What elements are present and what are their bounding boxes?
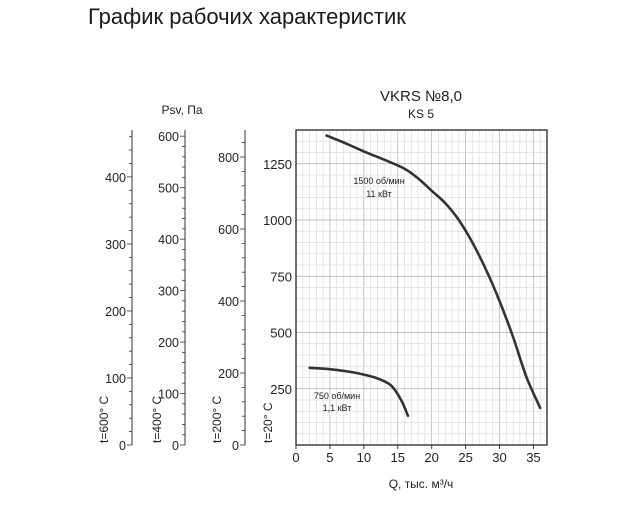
y-tick-label: 750 bbox=[270, 269, 292, 284]
page-title: График рабочих характеристик bbox=[88, 4, 406, 29]
y-axis-label: Psv, Па bbox=[161, 103, 202, 117]
y-tick-label: 250 bbox=[270, 382, 292, 397]
temp-tick-label: 100 bbox=[158, 388, 179, 402]
axes: 0 5 10 15 20 25 30 35 250 500 750 1000 1250 bbox=[263, 157, 541, 465]
plot-frame bbox=[295, 129, 548, 446]
y-tick-label: 500 bbox=[270, 326, 292, 341]
y-tick-label: 1250 bbox=[263, 157, 292, 172]
chart-subtitle: KS 5 bbox=[408, 107, 434, 121]
x-tick-label: 15 bbox=[391, 450, 405, 465]
temp-tick-label: 300 bbox=[105, 238, 126, 252]
temp-tick-label: 400 bbox=[218, 295, 239, 309]
temp-tick-label: 300 bbox=[158, 285, 179, 299]
x-tick-label: 5 bbox=[326, 450, 333, 465]
curves bbox=[308, 134, 542, 418]
series-1500-power: 11 кВт bbox=[366, 189, 392, 199]
x-tick-label: 0 bbox=[292, 450, 299, 465]
temp-tick-label: 200 bbox=[105, 305, 126, 319]
temp-tick-label: 0 bbox=[119, 439, 126, 453]
series-line-0 bbox=[325, 134, 542, 410]
x-tick-label: 25 bbox=[458, 450, 472, 465]
temp-axis-label: t=20° C bbox=[261, 402, 275, 443]
temp-axis-label: t=400° C bbox=[150, 396, 164, 443]
temp-tick-label: 800 bbox=[218, 151, 239, 165]
temp-tick-label: 400 bbox=[158, 233, 179, 247]
series-line-1 bbox=[308, 366, 410, 418]
temp-tick-label: 500 bbox=[158, 182, 179, 196]
series-750-label: 750 об/мин bbox=[314, 391, 360, 401]
temp-tick-label: 0 bbox=[172, 439, 179, 453]
temp-tick-label: 600 bbox=[218, 223, 239, 237]
series-1500-label: 1500 об/мин bbox=[353, 176, 404, 186]
x-tick-label: 10 bbox=[357, 450, 371, 465]
x-tick-label: 30 bbox=[492, 450, 506, 465]
series-750-power: 1,1 кВт bbox=[323, 403, 352, 413]
x-tick-label: 35 bbox=[526, 450, 540, 465]
y-tick-label: 1000 bbox=[263, 213, 292, 228]
temperature-scales: 0 100 200 300 400 t=600° C 0 100 200 300 400 500 600… bbox=[97, 130, 275, 453]
temp-tick-label: 400 bbox=[105, 171, 126, 185]
x-axis-label: Q, тыс. м³/ч bbox=[389, 477, 454, 491]
temp-tick-label: 200 bbox=[218, 367, 239, 381]
x-tick-label: 20 bbox=[424, 450, 438, 465]
temp-tick-label: 600 bbox=[158, 130, 179, 144]
temp-tick-label: 200 bbox=[158, 336, 179, 350]
temp-tick-label: 100 bbox=[105, 372, 126, 386]
temp-tick-label: 0 bbox=[232, 439, 239, 453]
temp-axis-label: t=200° C bbox=[210, 396, 224, 443]
chart-title: VKRS №8,0 bbox=[380, 88, 462, 105]
temp-axis-label: t=600° C bbox=[97, 396, 111, 443]
